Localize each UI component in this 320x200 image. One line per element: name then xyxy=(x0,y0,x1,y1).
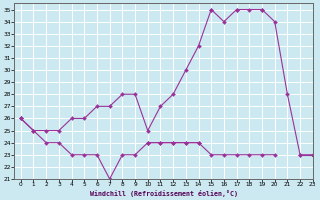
X-axis label: Windchill (Refroidissement éolien,°C): Windchill (Refroidissement éolien,°C) xyxy=(90,190,238,197)
